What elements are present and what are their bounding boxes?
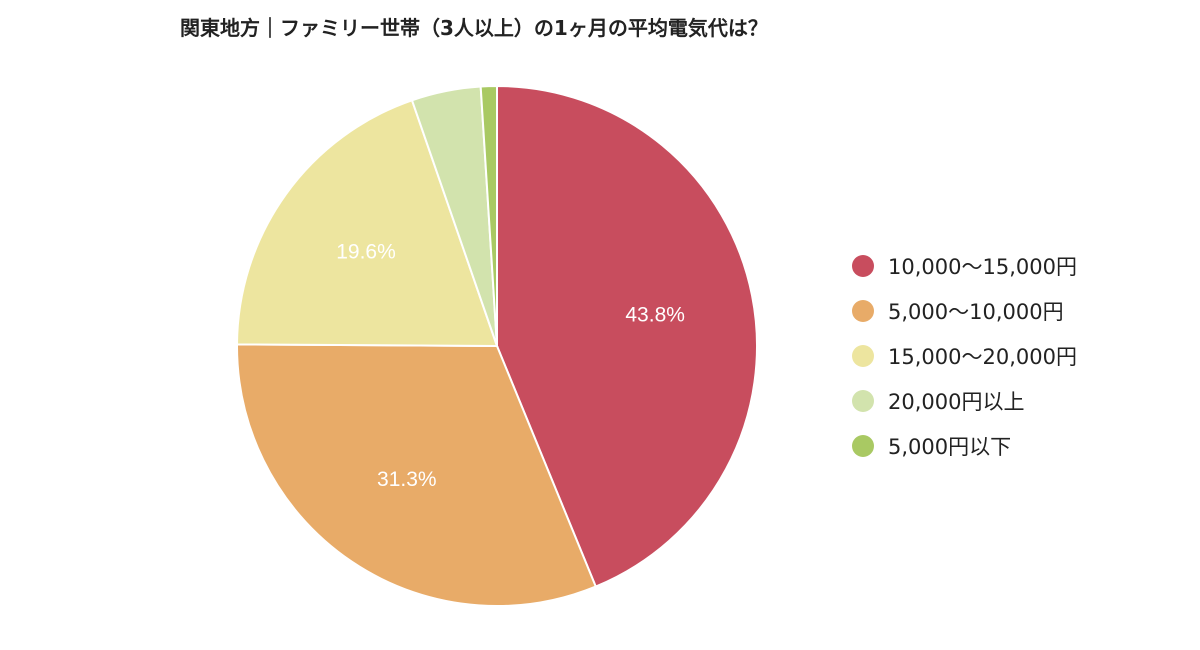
legend: 10,000〜15,000円 5,000〜10,000円 15,000〜20,000… (852, 243, 1077, 468)
legend-item-1: 10,000〜15,000円 (852, 243, 1077, 288)
legend-label-4: 20,000円以上 (888, 389, 1025, 414)
legend-item-5: 5,000円以下 (852, 423, 1077, 468)
slice-label-3: 19.6% (336, 241, 396, 264)
legend-label-2: 5,000〜10,000円 (888, 299, 1064, 324)
slice-label-2: 31.3% (377, 468, 437, 491)
legend-label-5: 5,000円以下 (888, 434, 1012, 459)
legend-item-4: 20,000円以上 (852, 378, 1077, 423)
slice-2 (236, 343, 598, 607)
chart-title: 関東地方｜ファミリー世帯（3人以上）の1ヶ月の平均電気代は？ (180, 16, 768, 40)
legend-swatch-2 (852, 299, 874, 322)
legend-swatch-5 (852, 434, 874, 457)
legend-swatch-3 (852, 344, 874, 367)
legend-item-2: 5,000〜10,000円 (852, 288, 1077, 333)
slice-3 (235, 99, 499, 348)
legend-label-1: 10,000〜15,000円 (888, 254, 1077, 279)
slice-1 (496, 84, 758, 588)
slice-label-1: 43.8% (625, 303, 685, 326)
legend-item-3: 15,000〜20,000円 (852, 333, 1077, 378)
legend-swatch-4 (852, 389, 874, 412)
legend-swatch-1 (852, 254, 874, 277)
slice-5 (479, 84, 498, 347)
legend-label-3: 15,000〜20,000円 (888, 344, 1077, 369)
